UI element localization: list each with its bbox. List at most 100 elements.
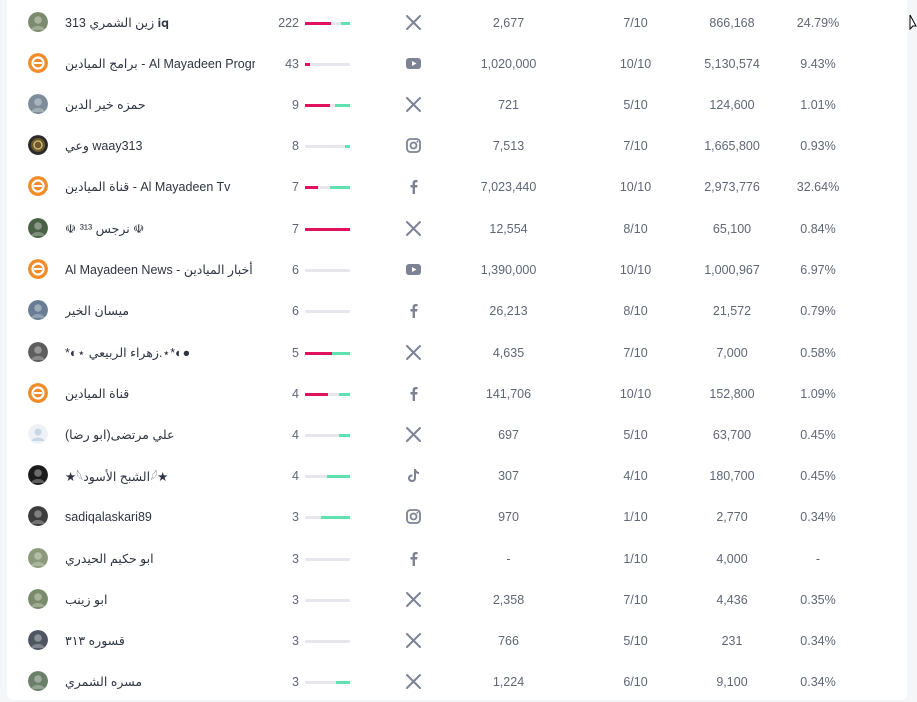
- x-icon[interactable]: [405, 632, 422, 649]
- author-name[interactable]: برامج الميادين - Al Mayadeen Progra: [65, 57, 255, 71]
- share-percent: 24.79%: [796, 15, 840, 30]
- avatar[interactable]: [28, 383, 48, 403]
- author-name[interactable]: علي مرتضى(ابو رضا): [65, 428, 175, 442]
- x-icon[interactable]: [405, 14, 422, 31]
- table-row[interactable]: Al Mayadeen News - أخبار الميادين 6 1,390,…: [7, 249, 907, 290]
- avatar[interactable]: [28, 424, 48, 444]
- sentiment-negative-segment: [305, 22, 331, 25]
- instagram-icon[interactable]: [405, 137, 422, 154]
- share-percent: 0.34%: [800, 674, 836, 689]
- followers-count: 12,554: [489, 221, 528, 236]
- influence-score: 10/10: [619, 386, 652, 401]
- author-name[interactable]: قناة الميادين: [65, 387, 130, 401]
- table-row[interactable]: ابو زينب 3 2,358 7/10 4,436 0.35%: [7, 579, 907, 620]
- reach-count: 2,770: [716, 509, 748, 524]
- avatar[interactable]: [28, 176, 48, 196]
- author-name[interactable]: ابو زينب: [65, 593, 108, 607]
- facebook-icon[interactable]: [405, 550, 422, 567]
- avatar[interactable]: [28, 548, 48, 568]
- avatar[interactable]: [28, 342, 48, 362]
- avatar[interactable]: [28, 53, 48, 73]
- author-name[interactable]: ★𓆩الشبح الأسود𓆪★: [65, 470, 169, 484]
- influence-score: 7/10: [623, 345, 648, 360]
- x-icon[interactable]: [405, 344, 422, 361]
- table-row[interactable]: حمزه خير الدين 9 721 5/10 124,600 1.01%: [7, 84, 907, 125]
- post-count: 7: [292, 179, 299, 194]
- table-row[interactable]: مسره الشمري 3 1,224 6/10 9,100 0.34%: [7, 661, 907, 702]
- author-name[interactable]: *◐⋆ زهراء الربيعي.⋆*◐●: [65, 346, 191, 360]
- author-name[interactable]: Al Mayadeen News - أخبار الميادين: [65, 263, 253, 277]
- table-row[interactable]: ☫ نرجس ³¹³ ☫ 7 12,554 8/10 65,100 0.84%: [7, 208, 907, 249]
- influence-score: 6/10: [623, 674, 648, 689]
- table-row[interactable]: وعي waay313 8 7,513 7/10 1,665,800 0.93%: [7, 125, 907, 166]
- author-name[interactable]: ☫ نرجس ³¹³ ☫: [65, 222, 145, 236]
- share-percent: 1.09%: [800, 386, 836, 401]
- avatar[interactable]: [28, 12, 48, 32]
- post-count: 3: [292, 551, 299, 566]
- sentiment-bar: [305, 145, 350, 148]
- table-row[interactable]: ميسان الخير 6 26,213 8/10 21,572 0.79%: [7, 290, 907, 331]
- author-name[interactable]: وعي waay313: [65, 139, 143, 153]
- mouse-cursor-icon: [909, 14, 917, 31]
- avatar[interactable]: [28, 218, 48, 238]
- sentiment-bar: [305, 393, 350, 396]
- avatar[interactable]: [28, 94, 48, 114]
- author-name[interactable]: ابو حكيم الحيدري: [65, 552, 154, 566]
- reach-count: 1,665,800: [704, 138, 760, 153]
- followers-count: 7,023,440: [480, 179, 537, 194]
- x-icon[interactable]: [405, 220, 422, 237]
- tiktok-icon[interactable]: [405, 467, 422, 484]
- x-icon[interactable]: [405, 426, 422, 443]
- avatar[interactable]: [28, 506, 48, 526]
- post-count: 4: [292, 427, 299, 442]
- facebook-icon[interactable]: [405, 385, 422, 402]
- sentiment-bar: [305, 516, 350, 519]
- author-name[interactable]: زين الشمري 313 𝐢𝐪: [65, 15, 169, 30]
- table-row[interactable]: قسوره ٣١٣ 3 766 5/10 231 0.34%: [7, 620, 907, 661]
- sentiment-bar: [305, 475, 350, 478]
- reach-count: 231: [721, 633, 743, 648]
- avatar[interactable]: [28, 630, 48, 650]
- reach-count: 21,572: [712, 303, 752, 318]
- sentiment-positive-segment: [345, 145, 350, 148]
- share-percent: 0.35%: [800, 592, 836, 607]
- x-icon[interactable]: [405, 591, 422, 608]
- followers-count: 1,390,000: [480, 262, 537, 277]
- author-name[interactable]: قناة الميادين - Al Mayadeen Tv: [65, 180, 231, 194]
- share-percent: 0.34%: [800, 509, 836, 524]
- avatar[interactable]: [28, 465, 48, 485]
- author-name[interactable]: حمزه خير الدين: [65, 98, 146, 112]
- table-row[interactable]: ابو حكيم الحيدري 3 - 1/10 4,000 -: [7, 538, 907, 579]
- post-count: 6: [292, 262, 299, 277]
- author-name[interactable]: sadiqalaskari89: [65, 509, 152, 524]
- table-row[interactable]: قناة الميادين 4 141,706 10/10 152,800 1.09%: [7, 373, 907, 414]
- avatar[interactable]: [28, 300, 48, 320]
- avatar[interactable]: [28, 135, 48, 155]
- avatar[interactable]: [28, 589, 48, 609]
- author-name[interactable]: ميسان الخير: [65, 304, 130, 318]
- post-count: 4: [292, 468, 299, 483]
- avatar[interactable]: [28, 671, 48, 691]
- followers-count: -: [506, 551, 511, 566]
- youtube-icon[interactable]: [405, 261, 422, 278]
- x-icon[interactable]: [405, 673, 422, 690]
- instagram-icon[interactable]: [405, 508, 422, 525]
- table-row[interactable]: علي مرتضى(ابو رضا) 4 697 5/10 63,700 0.45%: [7, 414, 907, 455]
- facebook-icon[interactable]: [405, 302, 422, 319]
- table-row[interactable]: sadiqalaskari89 3 970 1/10 2,770 0.34%: [7, 496, 907, 537]
- followers-count: 2,677: [492, 15, 525, 30]
- share-percent: 0.84%: [800, 221, 836, 236]
- table-row[interactable]: زين الشمري 313 𝐢𝐪 222 2,677 7/10 866,168 24.7…: [7, 2, 907, 43]
- sentiment-bar: [305, 599, 350, 602]
- x-icon[interactable]: [405, 96, 422, 113]
- influence-score: 10/10: [619, 179, 652, 194]
- table-row[interactable]: قناة الميادين - Al Mayadeen Tv 7 7,023,440…: [7, 166, 907, 207]
- facebook-icon[interactable]: [405, 178, 422, 195]
- author-name[interactable]: مسره الشمري: [65, 675, 143, 689]
- author-name[interactable]: قسوره ٣١٣: [65, 634, 125, 648]
- table-row[interactable]: برامج الميادين - Al Mayadeen Progra 43 1,0…: [7, 43, 907, 84]
- avatar[interactable]: [28, 259, 48, 279]
- youtube-icon[interactable]: [405, 55, 422, 72]
- table-row[interactable]: *◐⋆ زهراء الربيعي.⋆*◐● 5 4,635 7/10 7,000 0.5…: [7, 332, 907, 373]
- table-row[interactable]: ★𓆩الشبح الأسود𓆪★ 4 307 4/10 180,700 0.45%: [7, 455, 907, 496]
